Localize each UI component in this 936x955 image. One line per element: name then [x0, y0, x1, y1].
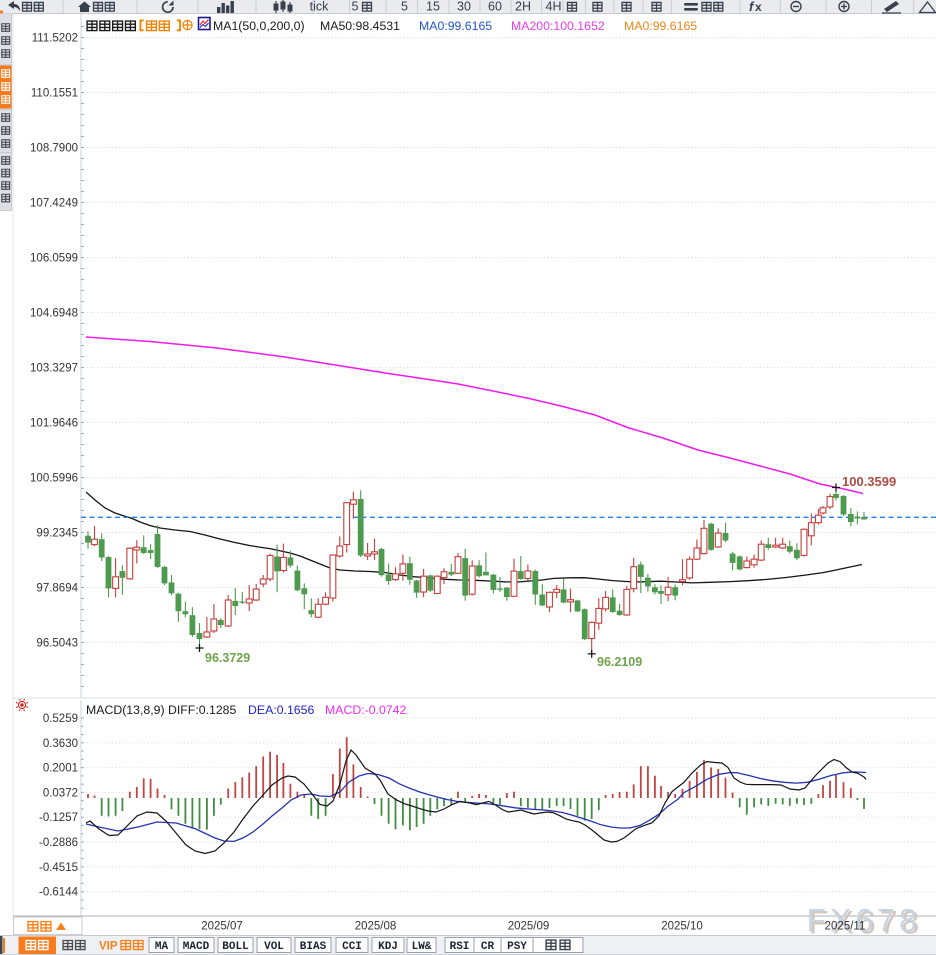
svg-text:MA1(50,0,200,0): MA1(50,0,200,0): [213, 19, 305, 33]
svg-text:PSY: PSY: [507, 941, 527, 953]
svg-text:110.1551: 110.1551: [31, 88, 78, 100]
svg-text:60: 60: [488, 0, 502, 14]
svg-text:VOL: VOL: [264, 941, 284, 953]
svg-text:MACD(13,8,9) DIFF:0.1285: MACD(13,8,9) DIFF:0.1285: [86, 703, 237, 717]
svg-text:99.2345: 99.2345: [36, 528, 78, 540]
svg-text:108.7900: 108.7900: [30, 143, 78, 155]
svg-text:DEA:0.1656: DEA:0.1656: [248, 703, 314, 717]
svg-text:RSI: RSI: [450, 941, 470, 953]
svg-text:MA200:100.1652: MA200:100.1652: [511, 19, 605, 33]
svg-text:VIP: VIP: [99, 941, 118, 953]
svg-text:5: 5: [352, 0, 359, 14]
svg-text:MA50:98.4531: MA50:98.4531: [320, 19, 400, 33]
svg-text:96.3729: 96.3729: [205, 651, 250, 665]
svg-text:-0.1257: -0.1257: [39, 812, 78, 824]
svg-text:107.4249: 107.4249: [30, 198, 78, 210]
svg-text:-0.2886: -0.2886: [39, 837, 78, 849]
svg-text:4H: 4H: [546, 0, 562, 14]
svg-text:tick: tick: [310, 0, 330, 14]
svg-text:5: 5: [401, 0, 408, 14]
svg-text:101.9646: 101.9646: [30, 418, 78, 430]
svg-text:111.5202: 111.5202: [32, 33, 78, 45]
svg-text:0.2001: 0.2001: [43, 763, 78, 775]
svg-text:15: 15: [426, 0, 440, 14]
svg-text:CCI: CCI: [342, 941, 362, 953]
svg-text:BIAS: BIAS: [300, 941, 327, 953]
svg-text:2025/07: 2025/07: [201, 921, 243, 933]
svg-text:MA0:99.6165: MA0:99.6165: [419, 19, 492, 33]
svg-text:2025/11: 2025/11: [825, 921, 866, 933]
svg-text:100.5996: 100.5996: [30, 473, 78, 485]
svg-text:x: x: [755, 0, 762, 14]
svg-text:BOLL: BOLL: [222, 941, 249, 953]
svg-text:2025/09: 2025/09: [508, 921, 550, 933]
svg-text:96.5043: 96.5043: [36, 638, 78, 650]
svg-text:CR: CR: [481, 941, 495, 953]
svg-text:2025/10: 2025/10: [661, 921, 703, 933]
svg-text:0.0372: 0.0372: [43, 787, 78, 799]
svg-text:MA: MA: [155, 941, 169, 953]
svg-text:MACD:-0.0742: MACD:-0.0742: [325, 703, 406, 717]
svg-text:104.6948: 104.6948: [30, 308, 78, 320]
svg-text:FX678: FX678: [809, 905, 923, 941]
svg-text:100.3599: 100.3599: [842, 474, 896, 489]
svg-text:LW&: LW&: [412, 941, 432, 953]
svg-text:106.0599: 106.0599: [30, 253, 78, 265]
svg-text:2025/08: 2025/08: [355, 921, 397, 933]
svg-text:MA0:99.6165: MA0:99.6165: [624, 19, 697, 33]
svg-text:2H: 2H: [515, 0, 531, 14]
svg-text:FX678: FX678: [807, 903, 921, 939]
svg-text:97.8694: 97.8694: [36, 583, 78, 595]
svg-text:96.2109: 96.2109: [597, 655, 642, 669]
svg-text:30: 30: [457, 0, 471, 14]
svg-text:KDJ: KDJ: [378, 941, 398, 953]
svg-text:f: f: [749, 0, 755, 14]
svg-text:0.3630: 0.3630: [43, 738, 78, 750]
svg-text:-0.4515: -0.4515: [39, 862, 78, 874]
svg-text:103.3297: 103.3297: [30, 363, 78, 375]
svg-text:0.5259: 0.5259: [43, 713, 78, 725]
svg-text:-0.6144: -0.6144: [39, 887, 79, 899]
svg-text:MACD: MACD: [183, 941, 210, 953]
